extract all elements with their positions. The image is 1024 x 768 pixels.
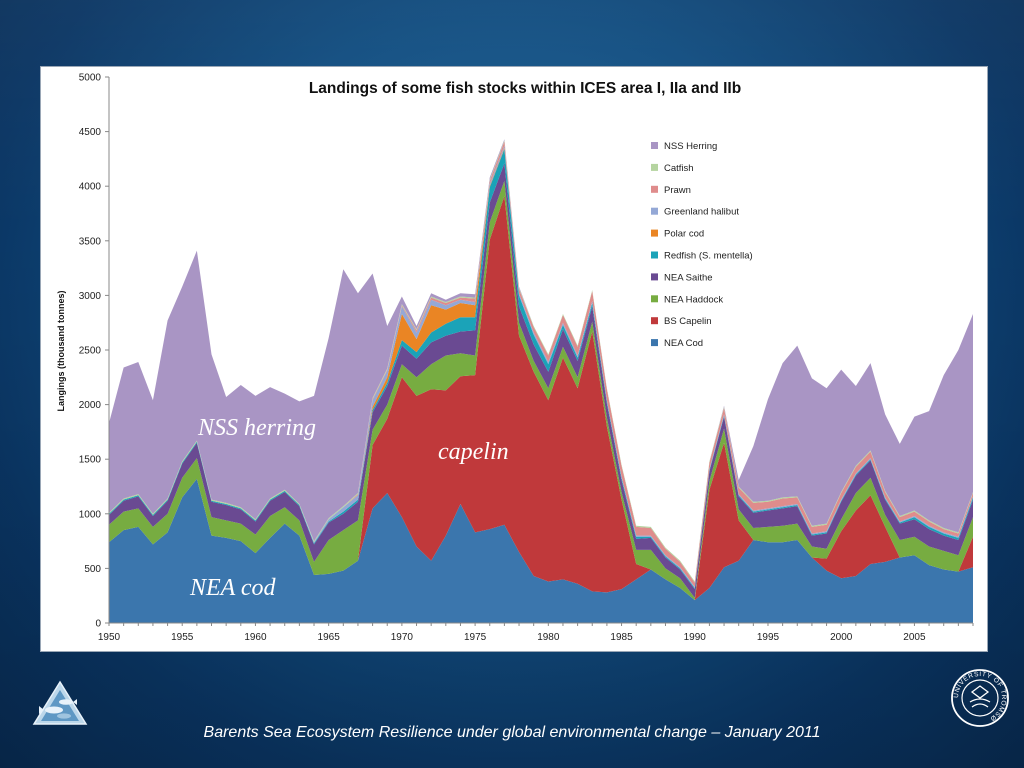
legend-swatch	[651, 339, 658, 347]
legend-label: NEA Saithe	[664, 272, 713, 283]
x-tick-label: 1975	[464, 632, 487, 643]
annotation-nea-cod: NEA cod	[189, 575, 277, 601]
legend-label: NEA Haddock	[664, 294, 723, 305]
legend-swatch	[651, 251, 658, 259]
axes: 0 500 1000 1500 2000 2500 3000 3500 4000 4500 5000…	[79, 73, 974, 643]
y-tick-label: 2500	[79, 346, 102, 357]
chart-title: Landings of some fish stocks within ICES…	[309, 80, 741, 97]
x-tick-label: 1995	[757, 632, 780, 643]
area-series-nea-cod	[109, 478, 973, 623]
chart-panel: Landings of some fish stocks within ICES…	[40, 66, 988, 652]
legend-label: Prawn	[664, 185, 691, 196]
legend-label: Greenland halibut	[664, 207, 739, 218]
chart-svg: Landings of some fish stocks within ICES…	[56, 73, 974, 643]
legend-label: NEA Cod	[664, 338, 703, 349]
fish-triangle-logo	[32, 680, 88, 725]
legend-swatch	[651, 317, 658, 325]
y-tick-label: 3500	[79, 236, 102, 247]
x-tick-label: 1950	[98, 632, 121, 643]
x-tick-label: 1955	[171, 632, 194, 643]
area-series-nss-herring	[109, 139, 973, 582]
y-axis-label: Langings (thousand tonnes)	[56, 291, 66, 412]
x-tick-label: 1970	[391, 632, 414, 643]
legend-swatch	[651, 295, 658, 303]
y-tick-label: 5000	[79, 73, 102, 84]
legend-swatch	[651, 229, 658, 237]
legend-label: Polar cod	[664, 229, 704, 240]
y-tick-label: 4000	[79, 182, 102, 193]
legend-label: BS Capelin	[664, 316, 712, 327]
y-tick-label: 3000	[79, 291, 102, 302]
y-tick-label: 500	[84, 564, 101, 575]
legend-swatch	[651, 185, 658, 193]
x-tick-label: 2005	[903, 632, 926, 643]
x-tick-label: 1985	[610, 632, 633, 643]
x-tick-label: 1980	[537, 632, 560, 643]
legend-swatch	[651, 273, 658, 281]
x-tick-label: 1960	[244, 632, 267, 643]
legend-swatch	[651, 207, 658, 215]
footer-text: Barents Sea Ecosystem Resilience under g…	[203, 724, 821, 741]
x-tick-label: 1990	[684, 632, 707, 643]
legend-label: Catfish	[664, 163, 694, 174]
legend-label: Redfish (S. mentella)	[664, 251, 753, 262]
y-tick-label: 2000	[79, 400, 102, 411]
annotation-capelin: capelin	[438, 439, 509, 465]
legend-label: NSS Herring	[664, 141, 717, 152]
x-tick-label: 2000	[830, 632, 853, 643]
annotation-nss-herring: NSS herring	[197, 415, 316, 441]
legend-swatch	[651, 163, 658, 171]
area-series-bs-capelin	[109, 196, 973, 601]
legend-swatch	[651, 142, 658, 149]
y-tick-label: 4500	[79, 127, 102, 138]
x-tick-label: 1965	[318, 632, 341, 643]
legend: NSS Herring Catfish Prawn Greenland halibut…	[651, 141, 753, 349]
y-tick-label: 0	[95, 619, 101, 630]
y-tick-label: 1000	[79, 509, 102, 520]
y-tick-label: 1500	[79, 455, 102, 466]
stacked-areas	[109, 139, 973, 623]
university-seal-logo: UNIVERSITY OF TROMSØ	[951, 669, 1009, 727]
